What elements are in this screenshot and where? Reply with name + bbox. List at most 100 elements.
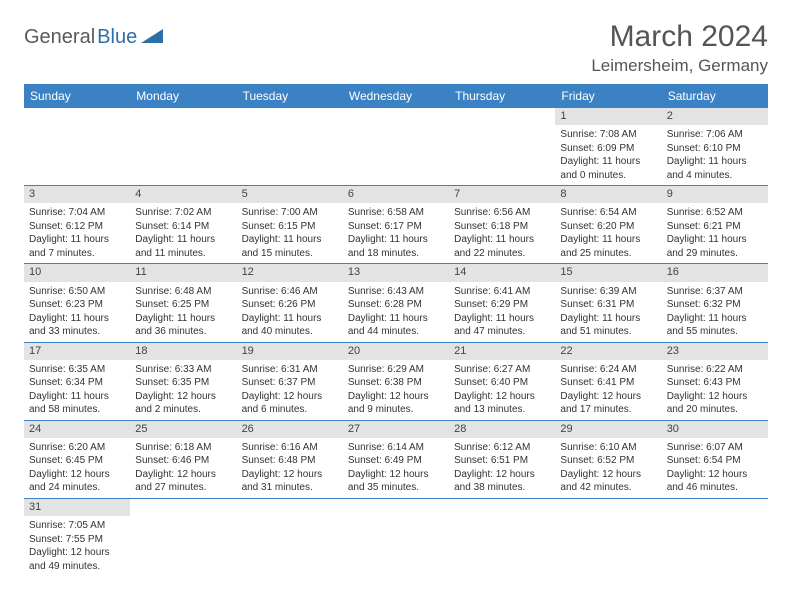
- calendar-day-cell: 11Sunrise: 6:48 AMSunset: 6:25 PMDayligh…: [130, 264, 236, 342]
- day-header: Monday: [130, 84, 236, 108]
- day-number: 22: [555, 343, 661, 360]
- calendar-day-cell: 8Sunrise: 6:54 AMSunset: 6:20 PMDaylight…: [555, 186, 661, 264]
- day-details: Sunrise: 6:41 AMSunset: 6:29 PMDaylight:…: [449, 282, 555, 342]
- header: GeneralBlue March 2024 Leimersheim, Germ…: [24, 20, 768, 76]
- day-number: 15: [555, 264, 661, 281]
- day-number: 10: [24, 264, 130, 281]
- sunrise-text: Sunrise: 7:00 AM: [242, 206, 338, 220]
- calendar-body: 1Sunrise: 7:08 AMSunset: 6:09 PMDaylight…: [24, 108, 768, 576]
- calendar-week: 31 Sunrise: 7:05 AMSunset: 7:55 PMDayligh…: [24, 498, 768, 576]
- day-details: Sunrise: 6:39 AMSunset: 6:31 PMDaylight:…: [555, 282, 661, 342]
- daylight-text: Daylight: 11 hours and 36 minutes.: [135, 312, 231, 339]
- sunrise-text: Sunrise: 6:54 AM: [560, 206, 656, 220]
- calendar-day-cell: 1Sunrise: 7:08 AMSunset: 6:09 PMDaylight…: [555, 108, 661, 186]
- day-details: Sunrise: 6:46 AMSunset: 6:26 PMDaylight:…: [237, 282, 343, 342]
- daylight-text: Daylight: 12 hours and 42 minutes.: [560, 468, 656, 495]
- sunset-text: Sunset: 6:18 PM: [454, 220, 550, 234]
- day-number: 28: [449, 421, 555, 438]
- sunset-text: Sunset: 6:15 PM: [242, 220, 338, 234]
- sunset-text: Sunset: 6:10 PM: [667, 142, 763, 156]
- day-header: Wednesday: [343, 84, 449, 108]
- calendar-week: 1Sunrise: 7:08 AMSunset: 6:09 PMDaylight…: [24, 108, 768, 186]
- logo-triangle-icon: [141, 26, 163, 49]
- day-details: Sunrise: 7:04 AMSunset: 6:12 PMDaylight:…: [24, 203, 130, 263]
- day-details: Sunrise: 7:00 AMSunset: 6:15 PMDaylight:…: [237, 203, 343, 263]
- calendar-day-cell: 13Sunrise: 6:43 AMSunset: 6:28 PMDayligh…: [343, 264, 449, 342]
- calendar-day-cell: 31 Sunrise: 7:05 AMSunset: 7:55 PMDayligh…: [24, 498, 130, 576]
- sunrise-text: Sunrise: 7:04 AM: [29, 206, 125, 220]
- sunrise-text: Sunrise: 6:41 AM: [454, 285, 550, 299]
- calendar-day-cell: 21Sunrise: 6:27 AMSunset: 6:40 PMDayligh…: [449, 342, 555, 420]
- day-details: Sunrise: 6:31 AMSunset: 6:37 PMDaylight:…: [237, 360, 343, 420]
- daylight-text: Daylight: 11 hours and 33 minutes.: [29, 312, 125, 339]
- sunset-text: Sunset: 6:28 PM: [348, 298, 444, 312]
- daylight-text: Daylight: 11 hours and 29 minutes.: [667, 233, 763, 260]
- sunset-text: Sunset: 6:17 PM: [348, 220, 444, 234]
- calendar-day-cell: [449, 498, 555, 576]
- day-number: 7: [449, 186, 555, 203]
- day-details: Sunrise: 6:29 AMSunset: 6:38 PMDaylight:…: [343, 360, 449, 420]
- calendar-week: 10Sunrise: 6:50 AMSunset: 6:23 PMDayligh…: [24, 264, 768, 342]
- logo-text-general: General: [24, 26, 95, 49]
- calendar-day-cell: 15Sunrise: 6:39 AMSunset: 6:31 PMDayligh…: [555, 264, 661, 342]
- sunrise-text: Sunrise: 7:05 AM: [29, 519, 125, 533]
- day-number: 13: [343, 264, 449, 281]
- calendar-day-cell: [130, 108, 236, 186]
- sunrise-text: Sunrise: 6:56 AM: [454, 206, 550, 220]
- calendar-day-cell: [343, 498, 449, 576]
- sunrise-text: Sunrise: 6:29 AM: [348, 363, 444, 377]
- sunset-text: Sunset: 6:25 PM: [135, 298, 231, 312]
- sunrise-text: Sunrise: 6:22 AM: [667, 363, 763, 377]
- calendar-day-cell: [130, 498, 236, 576]
- calendar-day-cell: 22Sunrise: 6:24 AMSunset: 6:41 PMDayligh…: [555, 342, 661, 420]
- logo-text-blue: Blue: [97, 26, 137, 49]
- calendar-day-cell: 10Sunrise: 6:50 AMSunset: 6:23 PMDayligh…: [24, 264, 130, 342]
- daylight-text: Daylight: 12 hours and 49 minutes.: [29, 546, 125, 573]
- sunset-text: Sunset: 6:35 PM: [135, 376, 231, 390]
- daylight-text: Daylight: 11 hours and 15 minutes.: [242, 233, 338, 260]
- calendar-day-cell: 18Sunrise: 6:33 AMSunset: 6:35 PMDayligh…: [130, 342, 236, 420]
- sunset-text: Sunset: 7:55 PM: [29, 533, 125, 547]
- daylight-text: Daylight: 12 hours and 35 minutes.: [348, 468, 444, 495]
- sunset-text: Sunset: 6:52 PM: [560, 454, 656, 468]
- sunrise-text: Sunrise: 6:39 AM: [560, 285, 656, 299]
- day-number: 21: [449, 343, 555, 360]
- day-number: 16: [662, 264, 768, 281]
- sunrise-text: Sunrise: 7:06 AM: [667, 128, 763, 142]
- day-details: Sunrise: 6:12 AMSunset: 6:51 PMDaylight:…: [449, 438, 555, 498]
- sunset-text: Sunset: 6:49 PM: [348, 454, 444, 468]
- day-number: 18: [130, 343, 236, 360]
- calendar-day-cell: 5Sunrise: 7:00 AMSunset: 6:15 PMDaylight…: [237, 186, 343, 264]
- sunrise-text: Sunrise: 6:07 AM: [667, 441, 763, 455]
- calendar-table: SundayMondayTuesdayWednesdayThursdayFrid…: [24, 84, 768, 576]
- day-details: Sunrise: 6:48 AMSunset: 6:25 PMDaylight:…: [130, 282, 236, 342]
- calendar-day-cell: 24Sunrise: 6:20 AMSunset: 6:45 PMDayligh…: [24, 420, 130, 498]
- day-number: 17: [24, 343, 130, 360]
- calendar-day-cell: 4Sunrise: 7:02 AMSunset: 6:14 PMDaylight…: [130, 186, 236, 264]
- sunset-text: Sunset: 6:34 PM: [29, 376, 125, 390]
- sunset-text: Sunset: 6:45 PM: [29, 454, 125, 468]
- calendar-day-cell: 29Sunrise: 6:10 AMSunset: 6:52 PMDayligh…: [555, 420, 661, 498]
- sunset-text: Sunset: 6:43 PM: [667, 376, 763, 390]
- day-details: Sunrise: 6:33 AMSunset: 6:35 PMDaylight:…: [130, 360, 236, 420]
- day-details: Sunrise: 6:52 AMSunset: 6:21 PMDaylight:…: [662, 203, 768, 263]
- sunrise-text: Sunrise: 7:02 AM: [135, 206, 231, 220]
- sunset-text: Sunset: 6:29 PM: [454, 298, 550, 312]
- daylight-text: Daylight: 12 hours and 46 minutes.: [667, 468, 763, 495]
- daylight-text: Daylight: 11 hours and 47 minutes.: [454, 312, 550, 339]
- day-number: 31: [24, 499, 130, 516]
- sunset-text: Sunset: 6:40 PM: [454, 376, 550, 390]
- day-details: Sunrise: 6:58 AMSunset: 6:17 PMDaylight:…: [343, 203, 449, 263]
- day-details: Sunrise: 6:07 AMSunset: 6:54 PMDaylight:…: [662, 438, 768, 498]
- day-number: 6: [343, 186, 449, 203]
- sunset-text: Sunset: 6:31 PM: [560, 298, 656, 312]
- sunset-text: Sunset: 6:14 PM: [135, 220, 231, 234]
- day-details: Sunrise: 7:02 AMSunset: 6:14 PMDaylight:…: [130, 203, 236, 263]
- daylight-text: Daylight: 11 hours and 22 minutes.: [454, 233, 550, 260]
- daylight-text: Daylight: 12 hours and 9 minutes.: [348, 390, 444, 417]
- daylight-text: Daylight: 12 hours and 20 minutes.: [667, 390, 763, 417]
- day-number: 8: [555, 186, 661, 203]
- day-header-row: SundayMondayTuesdayWednesdayThursdayFrid…: [24, 84, 768, 108]
- month-title: March 2024: [591, 20, 768, 54]
- sunrise-text: Sunrise: 6:10 AM: [560, 441, 656, 455]
